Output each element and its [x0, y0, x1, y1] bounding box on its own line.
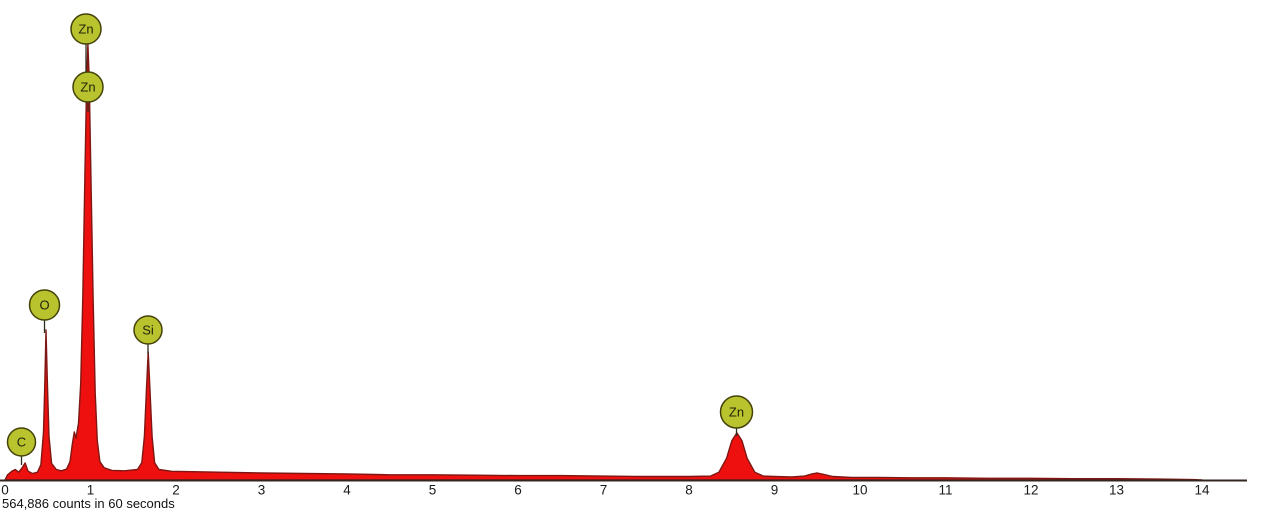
x-tick-label: 9 [771, 483, 779, 498]
element-peak-markers: Zn Zn O C Si Zn [6, 13, 754, 465]
x-tick-label: 12 [1023, 483, 1038, 498]
element-marker-label: Zn [729, 405, 744, 420]
spectrum-area [4, 43, 1203, 481]
x-axis-tick-labels: 0 1 2 3 4 5 6 7 8 9 10 11 12 13 14 [1, 483, 1210, 498]
x-tick-label: 2 [172, 483, 180, 498]
counts-status: 564,886 counts in 60 seconds [2, 496, 175, 511]
element-marker-circle [28, 289, 61, 321]
x-tick-label: 6 [514, 483, 522, 498]
x-tick-label: 14 [1194, 483, 1210, 498]
element-marker-circle [133, 315, 163, 345]
x-tick-label: 7 [600, 483, 608, 498]
x-tick-label: 13 [1109, 483, 1124, 498]
element-marker-label: Si [142, 323, 154, 338]
element-marker-label: O [39, 298, 49, 313]
x-tick-label: 0 [1, 483, 9, 498]
element-marker-circle [719, 395, 754, 429]
x-tick-label: 5 [429, 483, 437, 498]
x-tick-label: 8 [685, 483, 693, 498]
x-tick-label: 3 [258, 483, 266, 498]
element-marker-circle [6, 427, 37, 457]
x-tick-label: 11 [938, 483, 952, 498]
element-marker-circle [72, 71, 104, 103]
element-marker-label: Zn [80, 80, 95, 95]
element-marker-label: Zn [78, 22, 93, 37]
element-marker-circle [70, 13, 102, 45]
x-tick-label: 4 [343, 483, 351, 498]
x-tick-label: 10 [852, 483, 867, 498]
x-tick-label: 1 [87, 483, 95, 498]
element-marker-label: C [17, 435, 26, 450]
